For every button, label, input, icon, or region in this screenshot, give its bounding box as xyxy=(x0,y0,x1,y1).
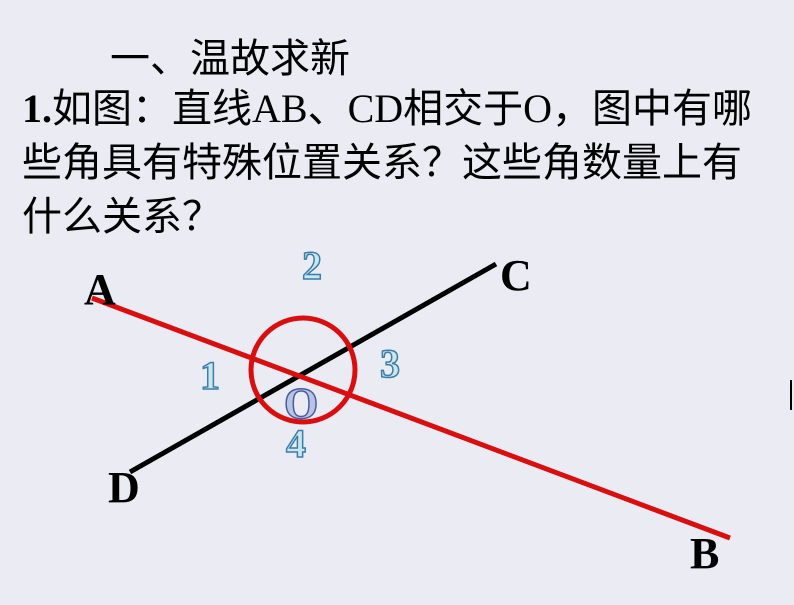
section-heading: 一、温故求新 xyxy=(110,26,350,84)
geometry-diagram: A B C D O 1 2 3 4 xyxy=(40,240,760,600)
angle-4: 4 xyxy=(286,420,306,467)
label-b: B xyxy=(690,528,719,579)
angle-1: 1 xyxy=(200,352,220,399)
angle-3: 3 xyxy=(380,340,400,387)
label-a: A xyxy=(84,264,116,315)
line-cd xyxy=(130,264,496,472)
label-c: C xyxy=(500,250,532,301)
text-cursor xyxy=(790,380,792,410)
label-d: D xyxy=(108,462,140,513)
diagram-svg xyxy=(40,240,760,600)
angle-2: 2 xyxy=(302,242,322,289)
question-number: 1. xyxy=(22,86,52,131)
question-text: 1.如图：直线AB、CD相交于O，图中有哪些角具有特殊位置关系？这些角数量上有什… xyxy=(22,82,772,244)
line-ab xyxy=(92,298,730,538)
question-body: 如图：直线AB、CD相交于O，图中有哪些角具有特殊位置关系？这些角数量上有什么关… xyxy=(22,86,752,239)
